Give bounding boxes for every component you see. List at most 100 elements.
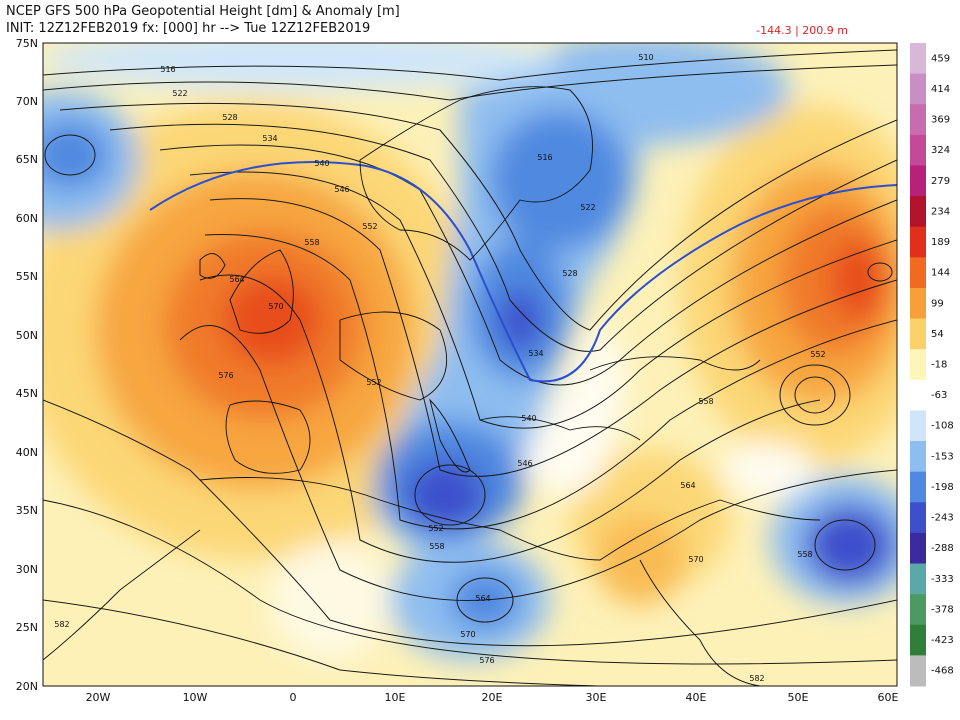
lat-label: 70N — [16, 95, 38, 108]
contour-label: 522 — [172, 89, 187, 98]
lon-label: 40E — [686, 691, 707, 704]
lat-label: 45N — [16, 387, 38, 400]
contour-label: 558 — [429, 542, 444, 551]
contour-label: 540 — [314, 159, 329, 168]
lat-label: 75N — [16, 37, 38, 50]
latitude-axis: 75N 70N 65N 60N 55N 50N 45N 40N 35N 30N … — [16, 37, 38, 693]
contour-label: 552 — [362, 222, 377, 231]
contour-labels: 516 522 528 534 540 546 552 558 564 570 … — [54, 53, 825, 683]
contour-label: 558 — [698, 397, 713, 406]
colorbar-label: -63 — [931, 390, 947, 401]
contour-label: 552 — [366, 378, 381, 387]
lon-label: 10W — [183, 691, 208, 704]
lat-label: 40N — [16, 446, 38, 459]
colorbar-swatch — [910, 165, 926, 197]
contour-label: 558 — [797, 550, 812, 559]
colorbar-label: 279 — [931, 176, 950, 187]
colorbar-swatch — [910, 532, 926, 565]
colorbar-swatch — [910, 104, 926, 136]
lat-label: 65N — [16, 153, 38, 166]
lon-label: 10E — [385, 691, 406, 704]
colorbar-swatch — [910, 287, 926, 320]
chart-title: NCEP GFS 500 hPa Geopotential Height [dm… — [6, 4, 400, 19]
colorbar-label: 54 — [931, 329, 944, 340]
colorbar-label: -108 — [931, 421, 954, 432]
colorbar-swatch — [910, 410, 926, 442]
colorbar-label: 324 — [931, 145, 950, 156]
contour-label: 576 — [218, 371, 233, 380]
lat-label: 55N — [16, 270, 38, 283]
colorbar-swatch — [910, 563, 926, 595]
lat-label: 20N — [16, 680, 38, 693]
colorbar-swatch — [910, 196, 926, 228]
lon-label: 30E — [586, 691, 607, 704]
colorbar-label: -378 — [931, 604, 954, 615]
lon-label: 0 — [290, 691, 297, 704]
contour-label: 534 — [528, 349, 543, 358]
contour-label: 570 — [268, 302, 283, 311]
contour-label: 516 — [160, 65, 175, 74]
colorbar-label: 99 — [931, 298, 944, 309]
colorbar-labels: 459 414 369 324 279 234 189 144 99 54 -18 -63 -108 -1… — [931, 53, 954, 676]
contour-label: 564 — [475, 594, 490, 603]
lon-label: 50E — [788, 691, 809, 704]
lon-label: 60E — [878, 691, 899, 704]
colorbar-label: 414 — [931, 84, 950, 95]
colorbar-swatch — [910, 594, 926, 626]
colorbar-label: -243 — [931, 513, 954, 524]
colorbar-label: -468 — [931, 666, 954, 677]
contour-label: 510 — [638, 53, 653, 62]
contour-label: 516 — [537, 153, 552, 162]
contour-label: 576 — [479, 656, 494, 665]
contour-label: 546 — [334, 185, 349, 194]
contour-label: 546 — [517, 459, 532, 468]
colorbar-label: 234 — [931, 206, 950, 217]
chart-init-line: INIT: 12Z12FEB2019 fx: [000] hr --> Tue … — [6, 21, 371, 36]
colorbar-label: 459 — [931, 53, 950, 64]
contour-label: 582 — [749, 674, 764, 683]
contour-label: 528 — [222, 113, 237, 122]
colorbar-swatch — [910, 502, 926, 534]
anomaly-range: -144.3 | 200.9 m — [756, 24, 848, 37]
colorbar-swatch — [910, 318, 926, 350]
colorbar-swatch — [910, 441, 926, 473]
contour-label: 534 — [262, 134, 277, 143]
contour-label: 552 — [428, 524, 443, 533]
contour-label: 564 — [229, 275, 244, 284]
colorbar-swatch — [910, 257, 926, 289]
longitude-axis: 20W 10W 0 10E 20E 30E 40E 50E 60E — [86, 691, 899, 704]
lat-label: 50N — [16, 329, 38, 342]
contour-540-line — [149, 161, 897, 383]
colorbar-label: -288 — [931, 543, 954, 554]
colorbar-label: -333 — [931, 574, 954, 585]
coastlines — [43, 86, 821, 686]
contour-label: 540 — [521, 414, 536, 423]
colorbar-swatch — [910, 655, 926, 687]
colorbar-label: -18 — [931, 360, 947, 371]
colorbar-label: -423 — [931, 635, 954, 646]
anomaly-field — [43, 43, 897, 686]
contour-label: 582 — [54, 620, 69, 629]
colorbar — [910, 43, 926, 687]
height-contours — [43, 49, 897, 686]
contour-label: 570 — [460, 630, 475, 639]
contour-label: 564 — [680, 481, 695, 490]
lat-label: 60N — [16, 212, 38, 225]
contour-label: 558 — [304, 238, 319, 247]
colorbar-label: 189 — [931, 237, 950, 248]
colorbar-label: -153 — [931, 451, 954, 462]
colorbar-label: 144 — [931, 268, 950, 279]
colorbar-label: -198 — [931, 482, 954, 493]
colorbar-swatch — [910, 624, 926, 656]
colorbar-swatch — [910, 226, 926, 258]
lat-label: 35N — [16, 504, 38, 517]
colorbar-label: 369 — [931, 115, 950, 126]
contour-label: 570 — [688, 555, 703, 564]
colorbar-swatch — [910, 73, 926, 105]
colorbar-swatch — [910, 349, 926, 381]
colorbar-swatch — [910, 43, 926, 75]
lat-label: 25N — [16, 621, 38, 634]
plot-frame — [42, 42, 898, 687]
contour-label: 552 — [810, 350, 825, 359]
